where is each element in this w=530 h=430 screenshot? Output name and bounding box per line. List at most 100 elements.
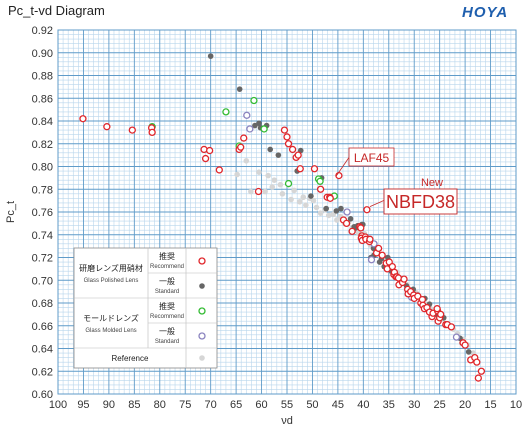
legend-row-label: 一般 (159, 326, 175, 336)
recommend_polished-point (283, 133, 291, 141)
y-tick-label: 0.60 (32, 389, 53, 401)
standard_polished-point (207, 53, 214, 59)
recommend_molded-point (260, 125, 268, 133)
standard_molded-point (343, 208, 351, 216)
recommend_polished-point (296, 165, 304, 173)
recommend_polished-point (128, 126, 136, 134)
recommend_polished-point (433, 305, 441, 313)
legend-row-sublabel: Recommend (150, 264, 184, 270)
recommend_polished-point (447, 323, 456, 331)
reference-point (303, 202, 309, 208)
recommend_polished-point (357, 224, 365, 232)
legend-group-label: モールドレンズ (83, 313, 139, 323)
legend-marker (198, 257, 206, 265)
standard_polished-point (256, 120, 262, 127)
standard_polished-point (236, 86, 243, 92)
standard_polished-point (347, 216, 354, 222)
reference-point (325, 212, 332, 219)
x-tick-label: 40 (357, 399, 369, 411)
recommend_polished-point (348, 227, 356, 235)
recommend_polished-point (201, 154, 210, 163)
chart-title-text: Pc_t-vd Diagram (8, 3, 105, 18)
recommend_polished-point (366, 235, 374, 243)
recommend_polished-point (316, 185, 325, 193)
legend-marker (198, 332, 206, 340)
brand-logo-text: HOYA (462, 4, 509, 21)
reference-point (262, 188, 268, 195)
y-tick-label: 0.86 (32, 93, 53, 105)
standard_polished-point (323, 205, 329, 212)
reference-point (271, 177, 278, 183)
reference-point (269, 184, 276, 190)
recommend_polished-point (237, 143, 245, 151)
x-tick-label: 55 (281, 399, 293, 411)
standard_polished-point (275, 152, 282, 158)
standard_polished-point (267, 146, 274, 153)
standard_polished-point (338, 205, 344, 212)
standard_molded-point (367, 256, 376, 264)
reference-point (317, 210, 324, 216)
recommend_polished-point (378, 251, 386, 259)
y-tick-label: 0.64 (32, 344, 53, 356)
x-tick-label: 60 (255, 399, 267, 411)
legend-row-label: 推奨 (159, 251, 175, 261)
x-tick-label: 80 (154, 399, 166, 411)
legend-marker (198, 307, 206, 315)
recommend_polished-point (477, 367, 486, 375)
y-tick-label: 0.76 (32, 207, 53, 219)
recommend_polished-point (310, 165, 319, 173)
reference-point (243, 158, 250, 164)
recommend_polished-point (461, 341, 469, 349)
standard_molded-point (243, 111, 251, 119)
x-tick-label: 10 (510, 399, 522, 411)
recommend_polished-point (240, 134, 248, 142)
x-tick-label: 95 (77, 399, 89, 411)
reference-point (296, 198, 303, 205)
standard_polished-point (252, 122, 258, 129)
x-tick-label: 45 (332, 399, 344, 411)
y-tick-label: 0.70 (32, 275, 53, 287)
x-tick-label: 30 (408, 399, 420, 411)
recommend_polished-point (437, 310, 445, 319)
y-tick-label: 0.92 (32, 25, 53, 37)
standard_polished-point (465, 349, 472, 355)
nbfd38-leader-line (369, 199, 386, 207)
y-tick-label: 0.80 (32, 162, 53, 174)
x-tick-label: 75 (179, 399, 191, 411)
recommend_polished-point (148, 128, 156, 137)
x-tick-label: 100 (49, 399, 67, 411)
brand-logo: HOYA (462, 4, 508, 21)
standard_polished-point (308, 193, 314, 199)
x-tick-label: 50 (306, 399, 318, 411)
reference-point (288, 196, 294, 203)
legend-reference-label: Reference (112, 354, 149, 363)
reference-point (300, 194, 307, 201)
recommend_polished-point (205, 146, 214, 155)
y-axis-label: Pc_t (5, 201, 17, 223)
nbfd38-callout-box (383, 188, 458, 215)
y-tick-label: 0.82 (32, 139, 53, 151)
standard_molded-point (246, 125, 254, 133)
reference-point (265, 172, 271, 179)
new-label: New (421, 177, 443, 189)
legend-group-sublabel: Glass Molded Lens (85, 328, 136, 334)
legend-group-sublabel: Glass Polished Lens (84, 278, 139, 284)
recommend_molded-point (316, 177, 324, 185)
reference-point (277, 181, 284, 188)
reference-point (279, 191, 286, 197)
x-tick-label: 20 (459, 399, 471, 411)
reference-point (291, 187, 297, 194)
laf45-label: LAF45 (354, 151, 390, 165)
y-tick-label: 0.90 (32, 48, 53, 60)
recommend_molded-point (250, 96, 258, 105)
recommend_polished-point (473, 358, 481, 366)
x-tick-label: 25 (434, 399, 446, 411)
y-tick-label: 0.68 (32, 298, 53, 310)
recommend_molded-point (284, 179, 293, 188)
recommend_polished-point (79, 115, 87, 123)
y-tick-label: 0.62 (32, 366, 53, 378)
reference-point (248, 188, 254, 195)
recommend_polished-point (474, 374, 482, 382)
